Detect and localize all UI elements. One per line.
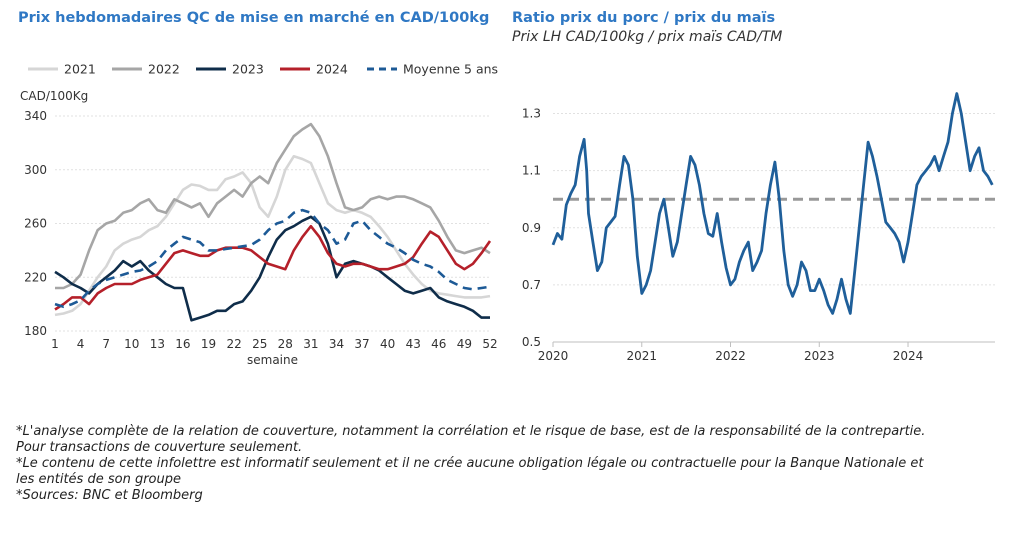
x-tick-label: 4 (77, 337, 85, 351)
right-grid (553, 113, 995, 343)
series-line-moyenne-5-ans (54, 208, 491, 309)
x-tick-label: 46 (431, 337, 446, 351)
x-axis-label: semaine (247, 353, 298, 367)
x-tick-label: 16 (175, 337, 190, 351)
x-tick-label: 52 (482, 337, 497, 351)
legend-label: 2024 (316, 62, 348, 77)
y-tick-label: 0.5 (522, 335, 541, 349)
legend-item: 2023 (196, 62, 264, 77)
x-tick-label: 2021 (626, 349, 657, 363)
series-line-ratio (551, 92, 994, 315)
legend-label: 2022 (148, 62, 180, 77)
right-series-lines (551, 92, 995, 315)
y-tick-label: 1.3 (522, 107, 541, 121)
y-tick-label: 180 (24, 324, 47, 338)
series-line-2022 (55, 122, 491, 290)
left-chart-title: Prix hebdomadaires QC de mise en marché … (18, 10, 490, 26)
x-tick-label: 7 (102, 337, 110, 351)
right-chart-title: Ratio prix du porc / prix du maïs (512, 10, 776, 26)
x-tick-label: 34 (329, 337, 344, 351)
y-tick-label: 300 (24, 163, 47, 177)
footnote-line: *Le contenu de cette infolettre est info… (16, 456, 924, 471)
right-axes: 0.5 0.7 0.9 1.1 1.3 2020 2021 2022 2023 2024 (522, 107, 995, 363)
footnote-line: les entités de son groupe (16, 472, 181, 487)
y-tick-label: 260 (24, 217, 47, 231)
legend-label: 2023 (232, 62, 264, 77)
x-tick-label: 22 (226, 337, 241, 351)
legend-label: Moyenne 5 ans (403, 62, 498, 77)
footnote-line: *Sources: BNC et Bloomberg (16, 488, 203, 503)
legend-item: 2022 (112, 62, 180, 77)
y-tick-label: 0.7 (522, 278, 541, 292)
legend-item: 2024 (280, 62, 348, 77)
x-tick-label: 1 (51, 337, 59, 351)
left-axes: 180 220 260 300 340 1 4 7 10 13 16 19 22 25 28 31 34 37 40… (20, 89, 498, 367)
series-line-2023 (54, 215, 490, 322)
series-line-2021 (54, 155, 491, 317)
y-tick-label: 0.9 (522, 221, 541, 235)
legend-item: 2021 (28, 62, 96, 77)
x-tick-label: 2023 (804, 349, 835, 363)
x-tick-label: 37 (354, 337, 369, 351)
legend-item: Moyenne 5 ans (367, 62, 498, 77)
y-tick-label: 340 (24, 109, 47, 123)
y-tick-label: 1.1 (522, 164, 541, 178)
hog-corn-ratio-chart: 0.5 0.7 0.9 1.1 1.3 2020 2021 2022 2023 2024 (522, 92, 995, 363)
x-tick-label: 28 (278, 337, 293, 351)
x-tick-label: 2024 (893, 349, 924, 363)
series-line-2024 (54, 224, 492, 311)
x-tick-label: 10 (124, 337, 139, 351)
x-tick-label: 40 (380, 337, 395, 351)
left-grid (55, 115, 490, 332)
x-tick-label: 49 (457, 337, 472, 351)
legend-label: 2021 (64, 62, 96, 77)
y-tick-label: 220 (24, 270, 47, 284)
right-chart-subtitle: Prix LH CAD/100kg / prix maïs CAD/TM (512, 29, 783, 45)
x-tick-label: 2020 (538, 349, 569, 363)
x-tick-label: 13 (150, 337, 165, 351)
footnote-line: *L'analyse complète de la relation de co… (16, 424, 926, 439)
x-tick-label: 25 (252, 337, 267, 351)
footnotes: *L'analyse complète de la relation de co… (16, 424, 1006, 504)
left-series-lines (54, 122, 492, 322)
weekly-price-chart: 2021 2022 2023 2024 Moyenne 5 ans 180 220 260 3… (20, 62, 498, 368)
x-tick-label: 43 (406, 337, 421, 351)
y-axis-label: CAD/100Kg (20, 89, 88, 103)
x-tick-label: 31 (303, 337, 318, 351)
footnote-line: Pour transactions de couverture seulemen… (16, 440, 303, 455)
x-tick-label: 19 (201, 337, 216, 351)
left-legend: 2021 2022 2023 2024 Moyenne 5 ans (28, 62, 498, 77)
x-tick-label: 2022 (715, 349, 746, 363)
